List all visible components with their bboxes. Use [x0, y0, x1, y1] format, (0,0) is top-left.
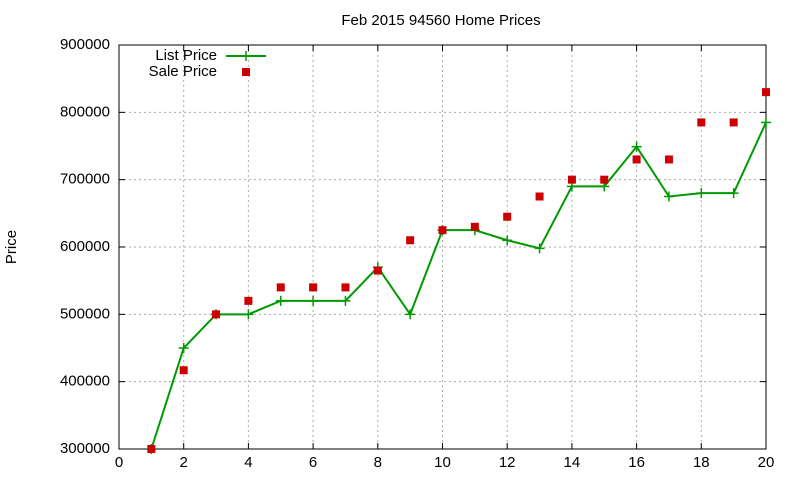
- x-tick-label: 4: [244, 454, 252, 471]
- x-tick-label: 0: [115, 454, 123, 471]
- legend-label: List Price: [155, 47, 217, 64]
- point: [241, 51, 251, 61]
- point: [567, 175, 576, 184]
- point: [762, 88, 770, 97]
- point: [406, 236, 415, 245]
- point: [147, 445, 156, 453]
- y-axis-label: Price: [3, 230, 20, 264]
- point: [761, 117, 771, 128]
- x-tick-label: 6: [309, 454, 317, 471]
- point: [341, 283, 350, 292]
- point: [405, 309, 416, 320]
- point: [309, 283, 318, 292]
- line: [150, 122, 767, 450]
- y-tick-label: 900000: [60, 36, 110, 53]
- x-tick-label: 2: [180, 454, 188, 471]
- point: [663, 191, 674, 202]
- point: [178, 343, 189, 353]
- plot-frame: [118, 44, 767, 450]
- point: [438, 226, 447, 235]
- y-tick-label: 400000: [60, 373, 110, 390]
- y-tick-label: 500000: [60, 305, 110, 322]
- x-tick-label: 10: [434, 454, 451, 471]
- point: [729, 118, 738, 127]
- y-tick-label: 600000: [60, 238, 110, 255]
- legend-label: Sale Price: [149, 63, 217, 80]
- point: [728, 188, 739, 199]
- point: [503, 212, 512, 221]
- point: [535, 192, 544, 201]
- y-tick-label: 300000: [60, 440, 110, 457]
- point: [696, 188, 707, 199]
- chart-title: Feb 2015 94560 Home Prices: [341, 12, 540, 29]
- point: [244, 296, 253, 305]
- point: [632, 155, 641, 164]
- point: [276, 283, 285, 292]
- point: [212, 310, 221, 319]
- x-tick-label: 20: [758, 454, 775, 471]
- x-tick-label: 12: [499, 454, 516, 471]
- point: [340, 295, 351, 306]
- point: [243, 309, 254, 320]
- point: [697, 118, 706, 127]
- point: [179, 366, 188, 375]
- x-tick-label: 14: [564, 454, 581, 471]
- point: [275, 295, 286, 306]
- y-tick-label: 800000: [60, 103, 110, 120]
- point: [502, 235, 513, 246]
- x-tick-label: 18: [693, 454, 710, 471]
- point: [534, 243, 545, 254]
- x-tick-label: 8: [374, 454, 382, 471]
- point: [373, 266, 382, 275]
- point: [600, 175, 609, 184]
- point: [631, 141, 642, 152]
- point: [664, 155, 673, 164]
- legend-marker: [242, 68, 250, 76]
- x-tick-label: 16: [628, 454, 645, 471]
- y-tick-label: 700000: [60, 171, 110, 188]
- point: [470, 222, 479, 231]
- point: [308, 295, 319, 306]
